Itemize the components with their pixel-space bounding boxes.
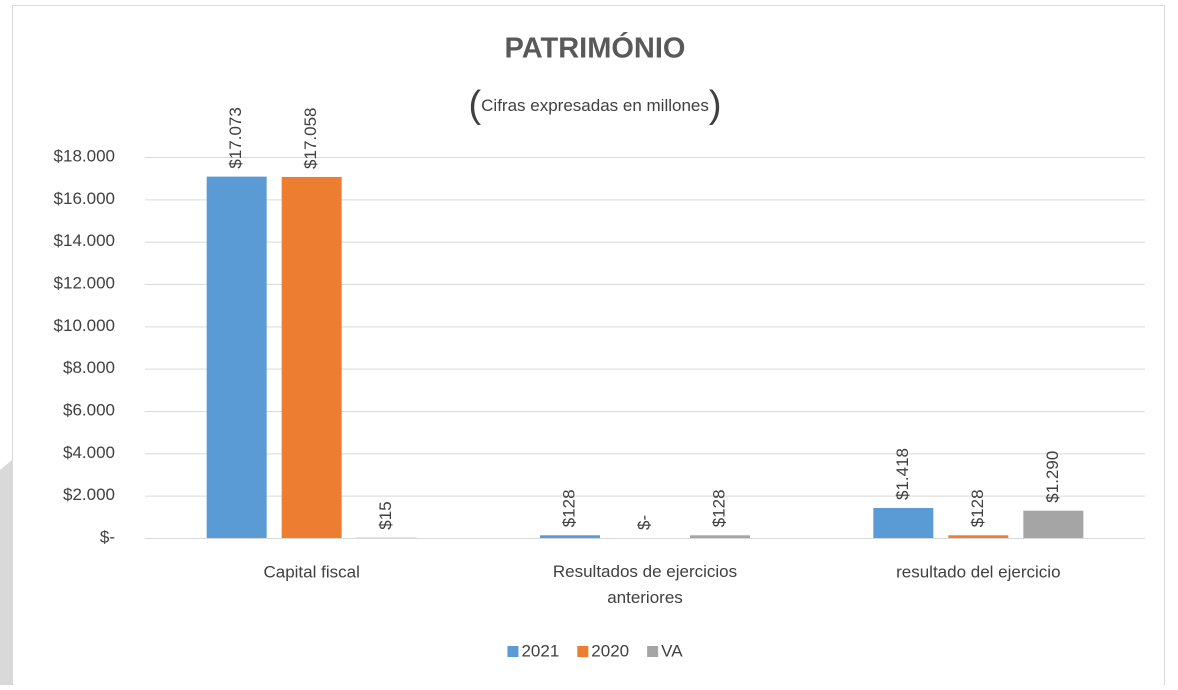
legend-swatch [577, 646, 588, 657]
bar [1023, 511, 1083, 538]
data-label: $17.073 [226, 107, 245, 168]
y-tick-label: $- [100, 527, 115, 546]
data-label: $128 [968, 489, 987, 527]
y-tick-label: $10.000 [54, 316, 115, 335]
data-label: $- [634, 515, 653, 530]
y-tick-label: $8.000 [63, 358, 115, 377]
bar [282, 177, 342, 538]
y-tick-label: $4.000 [63, 443, 115, 462]
y-tick-label: $12.000 [54, 273, 115, 292]
data-label: $15 [376, 501, 395, 529]
chart-title: PATRIMÓNIO [505, 31, 686, 65]
bar [873, 508, 933, 538]
data-label: $128 [559, 489, 578, 527]
x-tick-label: resultado del ejercicio [896, 562, 1060, 581]
y-tick-label: $14.000 [54, 231, 115, 250]
y-tick-label: $6.000 [63, 400, 115, 419]
x-tick-label: Capital fiscal [263, 562, 359, 581]
y-tick-label: $18.000 [54, 146, 115, 165]
bar [207, 177, 267, 538]
data-label: $17.058 [301, 107, 320, 168]
legend-label: 2021 [521, 641, 559, 660]
legend-label: 2020 [591, 641, 629, 660]
y-tick-label: $2.000 [63, 485, 115, 504]
bar [948, 535, 1008, 538]
legend-swatch [507, 646, 518, 657]
y-tick-label: $16.000 [54, 189, 115, 208]
data-label: $1.418 [893, 448, 912, 500]
legend-label: VA [661, 641, 683, 660]
data-label: $1.290 [1043, 451, 1062, 503]
data-label: $128 [709, 489, 728, 527]
decoration [0, 460, 12, 685]
legend-swatch [647, 646, 658, 657]
bar [690, 535, 750, 538]
bar [540, 535, 600, 538]
